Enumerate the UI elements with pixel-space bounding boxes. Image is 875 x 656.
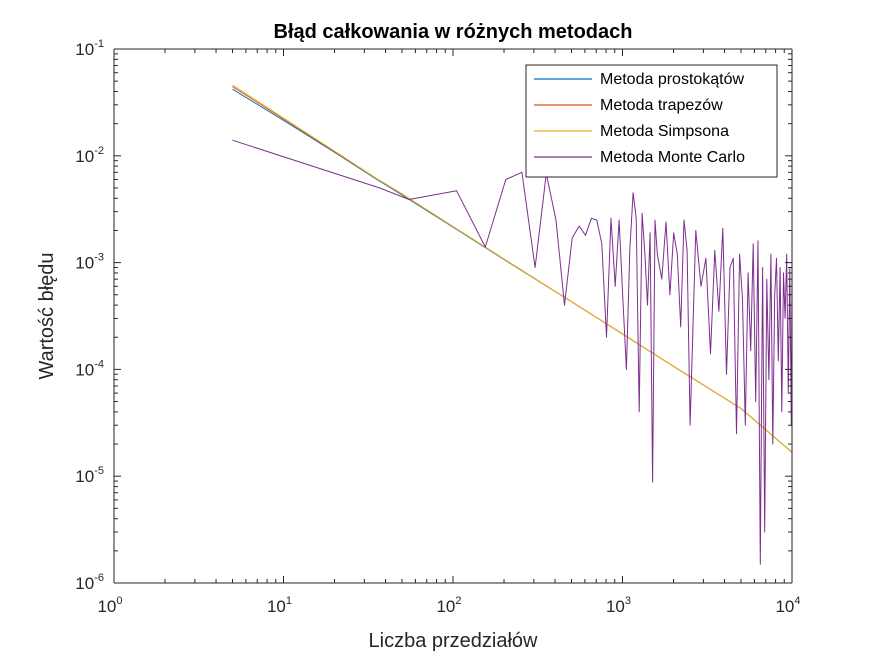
y-axis-label: Wartość błędu [36, 252, 58, 379]
y-tick-exponent: -1 [94, 38, 104, 50]
x-tick-base: 10 [97, 597, 116, 616]
y-tick-base: 10 [75, 254, 94, 273]
x-tick-exponent: 3 [625, 595, 631, 607]
y-tick-label: 10-3 [75, 252, 104, 273]
x-tick-label: 102 [436, 595, 461, 616]
y-tick-base: 10 [75, 360, 94, 379]
y-tick-label: 10-1 [75, 38, 104, 59]
x-tick-base: 10 [436, 597, 455, 616]
legend-label-1: Metoda trapezów [600, 97, 723, 114]
x-tick-exponent: 4 [794, 595, 800, 607]
legend-label-3: Metoda Monte Carlo [600, 149, 745, 166]
y-tick-label: 10-2 [75, 145, 104, 166]
series-layer [232, 84, 793, 565]
x-tick-label: 103 [606, 595, 631, 616]
y-tick-base: 10 [75, 574, 94, 593]
legend-label-0: Metoda prostokątów [600, 71, 745, 88]
x-tick-base: 10 [775, 597, 794, 616]
y-tick-exponent: -4 [94, 358, 104, 370]
y-tick-base: 10 [75, 467, 94, 486]
y-tick-label: 10-5 [75, 465, 104, 486]
x-axis-label: Liczba przedziałów [369, 630, 539, 652]
x-tick-label: 100 [97, 595, 122, 616]
legend-box [525, 64, 778, 178]
x-tick-label: 101 [267, 595, 292, 616]
series-line-2 [232, 84, 793, 453]
legend: Metoda prostokątów Metoda trapezów Metoda … [525, 64, 778, 178]
chart-title: Błąd całkowania w różnych metodach [274, 21, 633, 43]
y-tick-exponent: -2 [94, 145, 104, 157]
y-tick-exponent: -5 [94, 465, 104, 477]
x-tick-base: 10 [267, 597, 286, 616]
y-tick-base: 10 [75, 147, 94, 166]
y-tick-base: 10 [75, 40, 94, 59]
y-tick-label: 10-6 [75, 572, 104, 593]
x-tick-exponent: 2 [455, 595, 461, 607]
series-line-3 [232, 139, 793, 565]
y-tick-exponent: -3 [94, 252, 104, 264]
x-tick-exponent: 1 [286, 595, 292, 607]
y-tick-label: 10-4 [75, 358, 104, 379]
legend-label-2: Metoda Simpsona [600, 123, 729, 140]
x-tick-label: 104 [775, 595, 800, 616]
y-tick-exponent: -6 [94, 572, 104, 584]
x-tick-exponent: 0 [116, 595, 122, 607]
x-tick-base: 10 [606, 597, 625, 616]
